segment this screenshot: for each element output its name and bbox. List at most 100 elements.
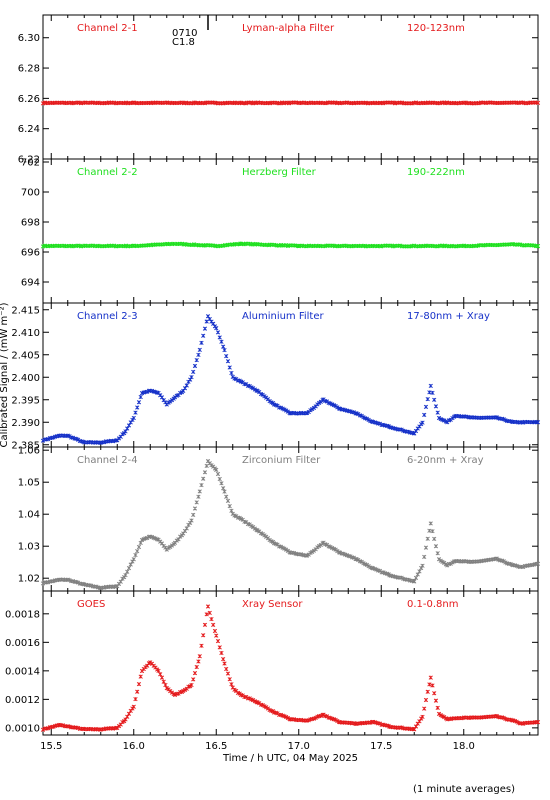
data-point — [138, 674, 143, 679]
data-point — [433, 404, 439, 409]
data-point — [221, 344, 226, 349]
flare-class-label: C1.8 — [172, 37, 195, 48]
data-point — [212, 628, 218, 634]
data-point — [428, 521, 433, 526]
data-series — [40, 100, 541, 106]
data-point — [202, 622, 208, 627]
data-point — [219, 339, 224, 344]
data-point — [423, 697, 429, 703]
data-point — [417, 569, 422, 574]
data-point — [194, 664, 199, 670]
panel-filter-label: Aluminium Filter — [242, 311, 325, 322]
panel-frame — [42, 158, 539, 304]
data-point — [184, 526, 189, 531]
data-point — [125, 569, 130, 574]
data-point — [194, 358, 199, 363]
y-tick-label: 6.30 — [18, 33, 40, 44]
data-point — [427, 682, 432, 687]
data-point — [214, 633, 219, 638]
data-point — [433, 544, 439, 549]
data-point — [229, 682, 234, 687]
data-point — [205, 604, 211, 609]
flare-time-label: 0710 — [172, 28, 197, 39]
data-point — [535, 720, 541, 725]
x-tick-label: 16.0 — [123, 741, 145, 752]
y-tick-label: 1.05 — [18, 478, 40, 489]
data-series — [40, 459, 541, 591]
data-point — [428, 675, 433, 680]
data-point — [423, 404, 429, 409]
y-tick-label: 0.0014 — [5, 666, 40, 677]
data-point — [535, 420, 541, 425]
data-point — [199, 340, 204, 345]
data-point — [135, 549, 140, 554]
data-point — [430, 390, 435, 395]
panel-channel-label: Channel 2-4 — [77, 455, 138, 466]
data-point — [197, 654, 202, 659]
data-point — [215, 330, 221, 335]
data-point — [224, 494, 229, 499]
data-point — [204, 612, 209, 617]
panel-frame — [42, 14, 539, 160]
data-point — [196, 352, 201, 358]
data-point — [196, 494, 201, 499]
data-point — [211, 622, 216, 627]
data-point — [126, 566, 132, 571]
data-point — [430, 529, 435, 534]
y-tick-label: 702 — [21, 158, 40, 169]
data-point — [535, 100, 541, 106]
y-tick-label: 2.395 — [11, 395, 40, 406]
data-point — [191, 512, 196, 517]
data-point — [192, 671, 198, 676]
data-point — [432, 536, 437, 542]
data-point — [131, 415, 136, 421]
data-point — [222, 347, 227, 353]
x-tick-label: 16.5 — [205, 741, 227, 752]
data-point — [194, 500, 199, 505]
data-point — [227, 504, 232, 509]
x-axis-label: Time / h UTC, 04 May 2025 — [222, 753, 358, 764]
data-series — [40, 241, 541, 249]
panel-band-label: 6-20nm + Xray — [407, 455, 484, 466]
data-point — [158, 672, 163, 677]
data-point — [435, 410, 440, 415]
data-point — [227, 365, 232, 370]
data-point — [428, 383, 433, 389]
data-point — [189, 518, 194, 523]
panel-filter-label: Xray Sensor — [242, 599, 303, 610]
y-tick-label: 2.415 — [11, 305, 40, 316]
y-tick-label: 700 — [21, 188, 40, 199]
y-tick-label: 0.0010 — [5, 723, 40, 734]
data-point — [413, 575, 419, 581]
y-tick-label: 2.405 — [11, 350, 40, 361]
data-point — [191, 677, 196, 682]
data-point — [201, 476, 206, 481]
y-tick-label: 6.28 — [18, 64, 40, 75]
panel-frame — [42, 302, 539, 448]
data-point — [535, 243, 541, 249]
y-tick-label: 2.385 — [11, 440, 40, 451]
panel-band-label: 190-222nm — [407, 167, 465, 178]
panel-filter-label: Herzberg Filter — [242, 167, 317, 178]
data-point — [221, 657, 226, 662]
data-series — [40, 604, 541, 732]
data-point — [214, 326, 219, 331]
data-point — [133, 696, 138, 702]
data-point — [184, 383, 189, 388]
y-tick-label: 1.06 — [18, 446, 40, 457]
data-point — [425, 536, 430, 541]
x-tick-label: 15.5 — [40, 741, 62, 752]
panel-band-label: 0.1-0.8nm — [407, 599, 459, 610]
y-tick-label: 694 — [21, 278, 40, 289]
data-point — [199, 643, 204, 648]
data-point — [435, 551, 440, 556]
data-point — [225, 671, 231, 676]
data-point — [219, 650, 224, 656]
y-tick-label: 6.26 — [18, 94, 40, 105]
data-point — [217, 645, 222, 650]
y-tick-label: 6.24 — [18, 124, 40, 135]
panel-band-label: 17-80nm + Xray — [407, 311, 490, 322]
data-point — [425, 397, 430, 402]
data-point — [435, 705, 440, 710]
